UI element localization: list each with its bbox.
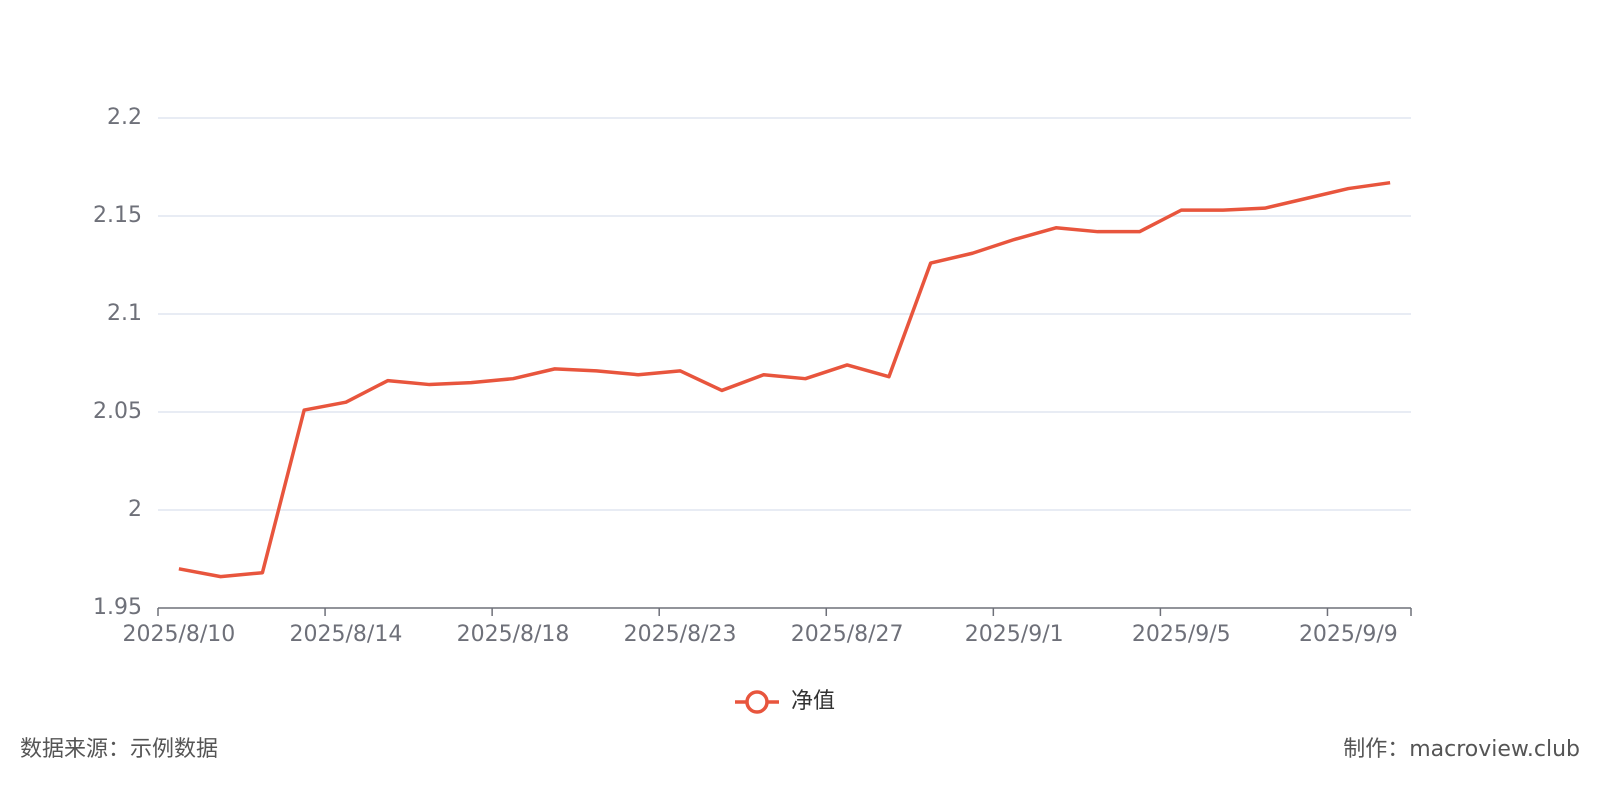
y-tick-label: 2.15 — [93, 203, 142, 228]
legend-symbol — [745, 690, 769, 714]
data-line — [178, 180, 1391, 579]
x-tick-label: 2025/8/10 — [122, 622, 235, 647]
x-tick-label: 2025/8/14 — [290, 622, 403, 647]
credit-note: 制作：macroview.club — [1343, 737, 1580, 762]
y-tick-label: 2 — [128, 497, 142, 522]
x-tick-label: 2025/8/27 — [791, 622, 904, 647]
y-tick-label: 2.2 — [107, 105, 142, 130]
y-tick-label: 2.05 — [93, 399, 142, 424]
y-tick-label: 2.1 — [107, 301, 142, 326]
x-tick-label: 2025/8/23 — [624, 622, 737, 647]
x-tick-label: 2025/9/5 — [1132, 622, 1231, 647]
source-note: 数据来源：示例数据 — [20, 737, 218, 762]
x-tick-label: 2025/9/9 — [1299, 622, 1398, 647]
y-tick-label: 1.95 — [93, 595, 142, 620]
legend-label: 净值 — [791, 689, 835, 714]
x-tick-label: 2025/8/18 — [457, 622, 570, 647]
x-tick-label: 2025/9/1 — [965, 622, 1064, 647]
